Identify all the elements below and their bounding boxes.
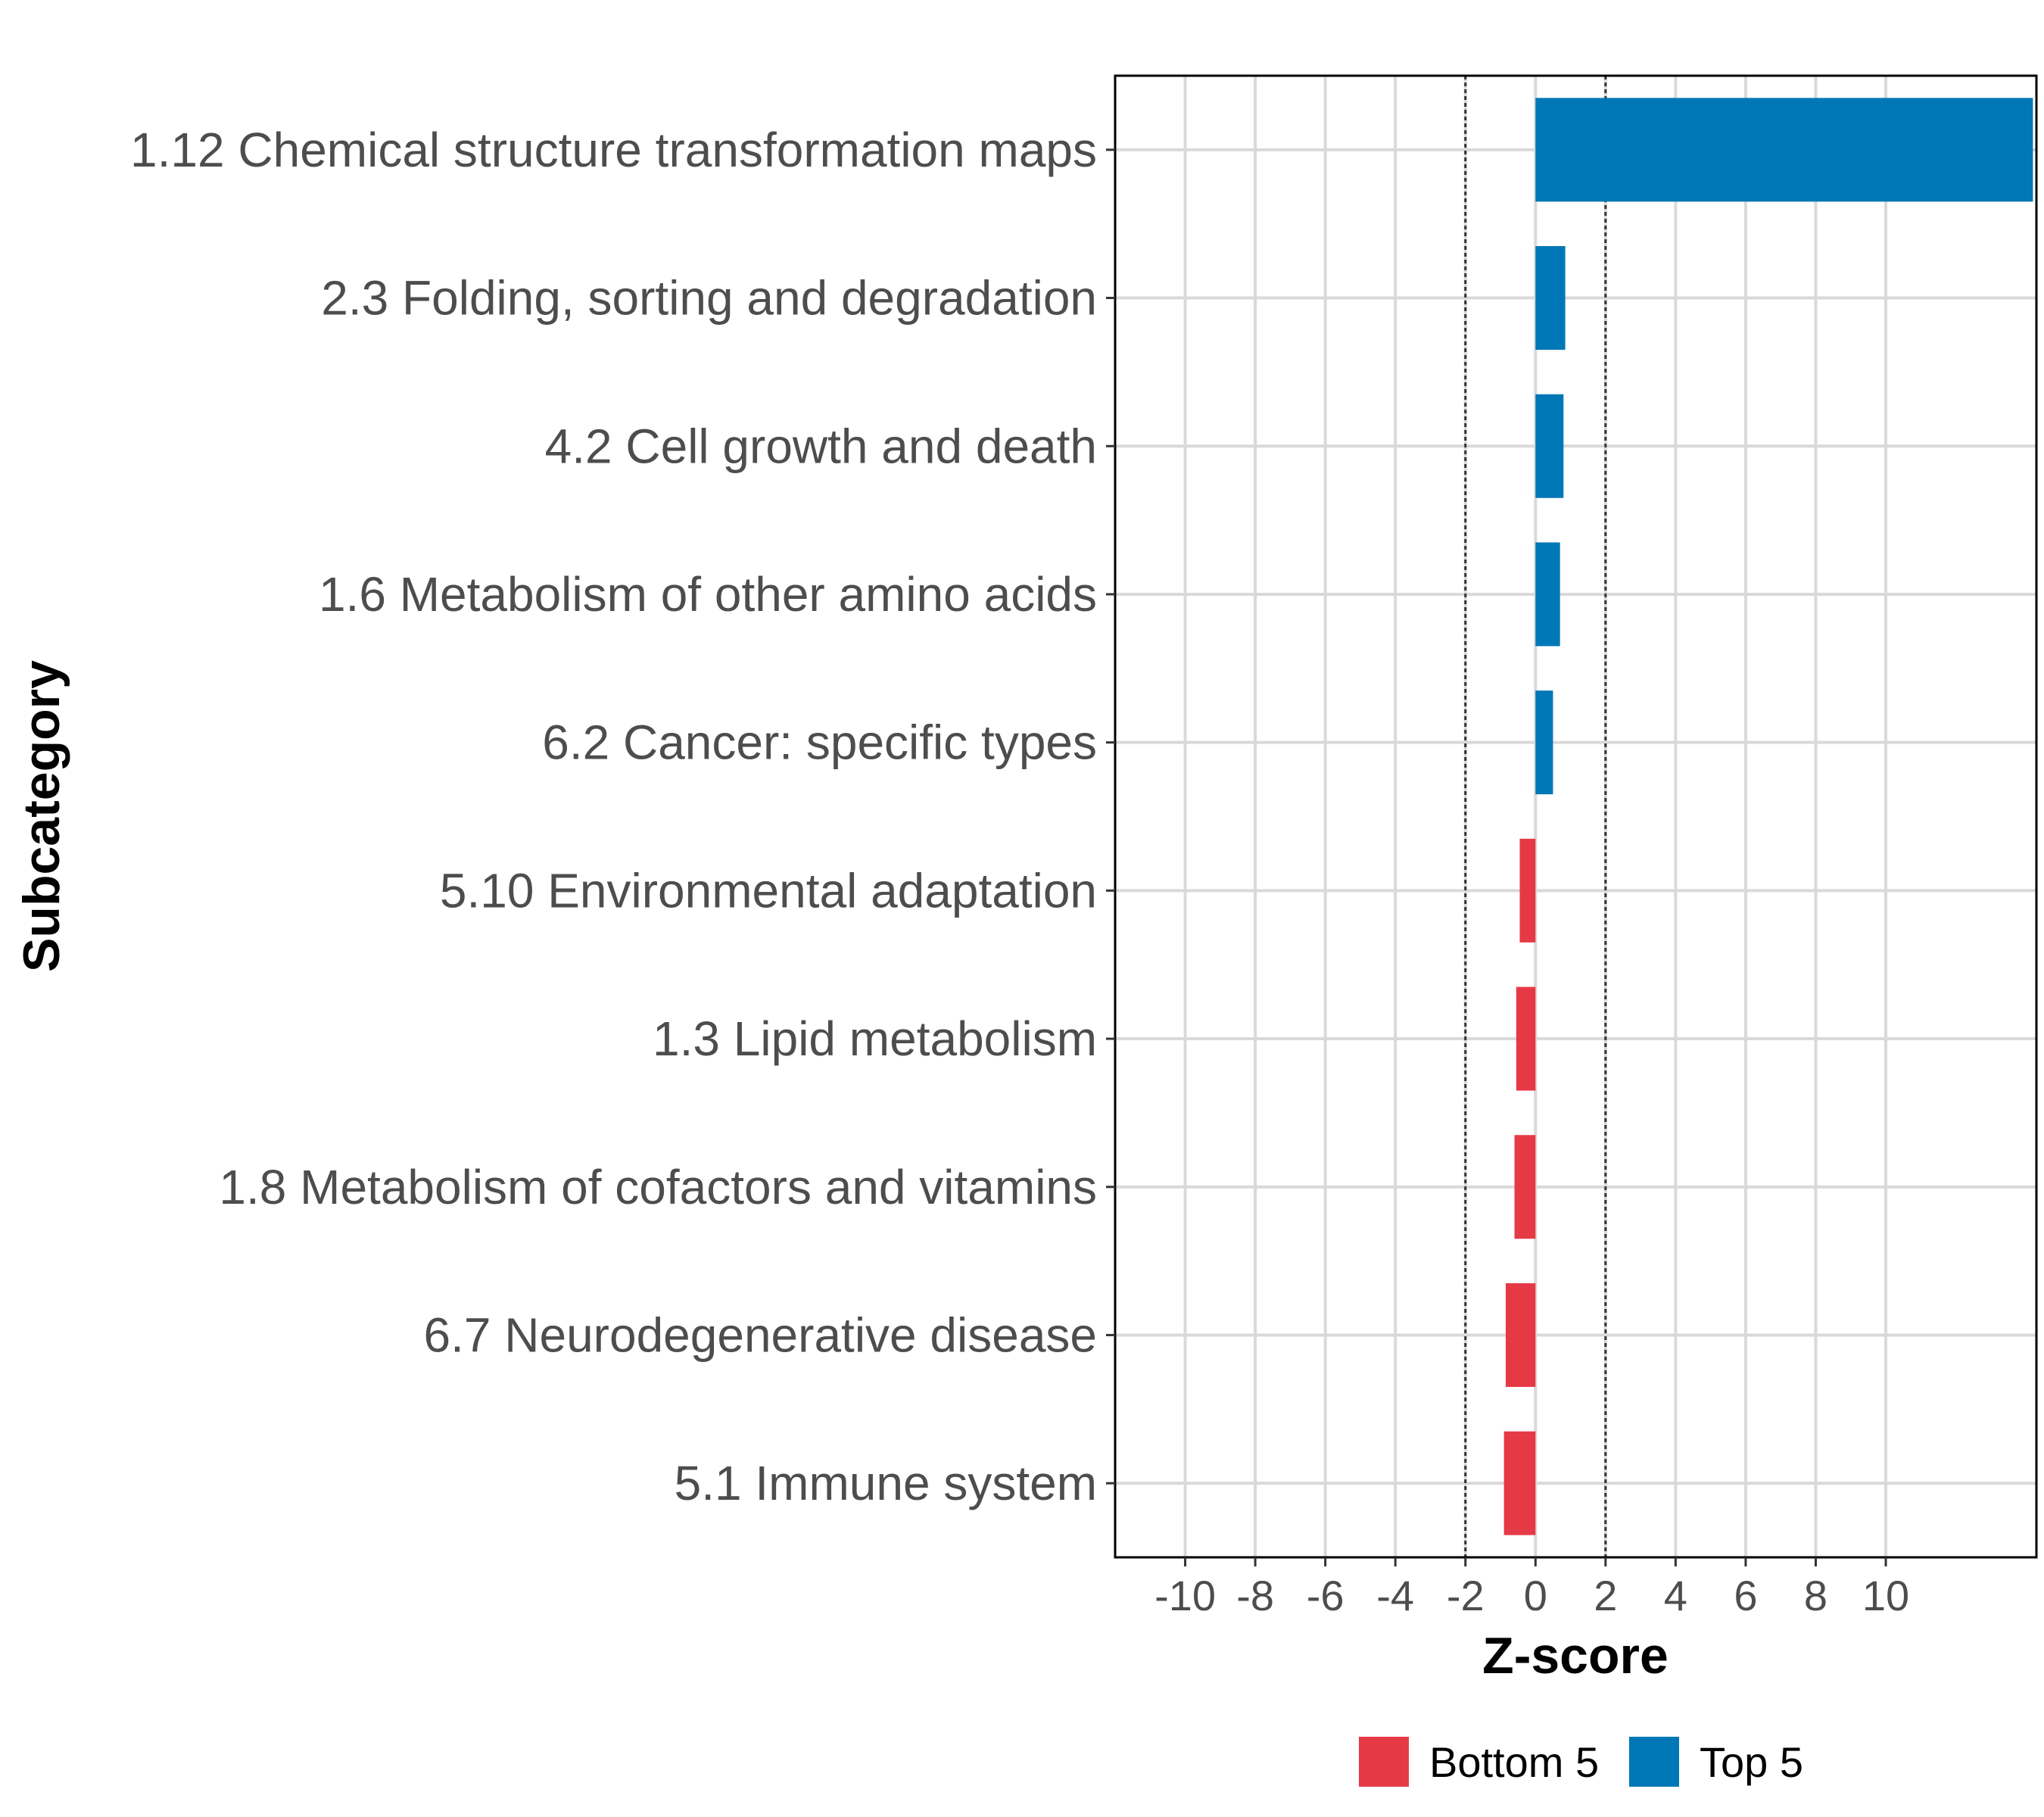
legend-swatch-top: [1629, 1737, 1679, 1787]
x-tick-label-8: 6: [1734, 1572, 1757, 1619]
category-label-9: 5.1 Immune system: [675, 1456, 1097, 1510]
category-label-6: 1.3 Lipid metabolism: [653, 1011, 1097, 1066]
x-tick-label-10: 10: [1862, 1572, 1909, 1619]
x-tick-label-5: 0: [1524, 1572, 1547, 1619]
grid-lines: [1115, 76, 2036, 1557]
x-tick-label-3: -4: [1376, 1572, 1414, 1619]
bar-7: [1514, 1135, 1536, 1239]
category-label-2: 4.2 Cell growth and death: [545, 419, 1097, 473]
threshold-lines: [1464, 76, 1607, 1557]
x-axis-title: Z-score: [1482, 1627, 1669, 1685]
x-tick-label-2: -6: [1307, 1572, 1344, 1619]
category-label-3: 1.6 Metabolism of other amino acids: [319, 567, 1097, 622]
x-tick-label-6: 2: [1594, 1572, 1617, 1619]
legend-label-top: Top 5: [1700, 1738, 1803, 1786]
x-tick-label-9: 8: [1804, 1572, 1827, 1619]
x-axis: -10 -8 -6 -4 -2 0 2 4 6 8 10: [1154, 1557, 1909, 1619]
legend-swatch-bottom: [1359, 1737, 1409, 1787]
category-label-1: 2.3 Folding, sorting and degradation: [321, 271, 1097, 326]
legend: Bottom 5 Top 5: [1359, 1737, 1803, 1787]
bar-2: [1535, 394, 1564, 498]
category-label-4: 6.2 Cancer: specific types: [542, 715, 1097, 770]
bar-5: [1519, 838, 1536, 943]
category-label-8: 6.7 Neurodegenerative disease: [424, 1307, 1098, 1362]
bar-0: [1535, 98, 2033, 202]
y-axis-title: Subcategory: [13, 660, 70, 972]
legend-label-bottom: Bottom 5: [1429, 1738, 1599, 1786]
y-axis: 1.12 Chemical structure transformation m…: [130, 123, 1115, 1510]
category-label-7: 1.8 Metabolism of cofactors and vitamins: [219, 1160, 1097, 1214]
bar-3: [1535, 542, 1560, 647]
bar-9: [1503, 1431, 1536, 1535]
x-tick-label-0: -10: [1154, 1572, 1216, 1619]
x-tick-label-4: -2: [1447, 1572, 1485, 1619]
bar-1: [1535, 246, 1566, 351]
bar-8: [1505, 1282, 1536, 1387]
bar-6: [1516, 986, 1536, 1091]
x-tick-label-1: -8: [1236, 1572, 1274, 1619]
plot-panel: [1114, 74, 2038, 1559]
x-tick-label-7: 4: [1664, 1572, 1687, 1619]
bars: [1503, 98, 2033, 1535]
category-label-5: 5.10 Environmental adaptation: [440, 863, 1097, 918]
category-label-0: 1.12 Chemical structure transformation m…: [130, 123, 1097, 177]
bar-4: [1535, 690, 1553, 795]
